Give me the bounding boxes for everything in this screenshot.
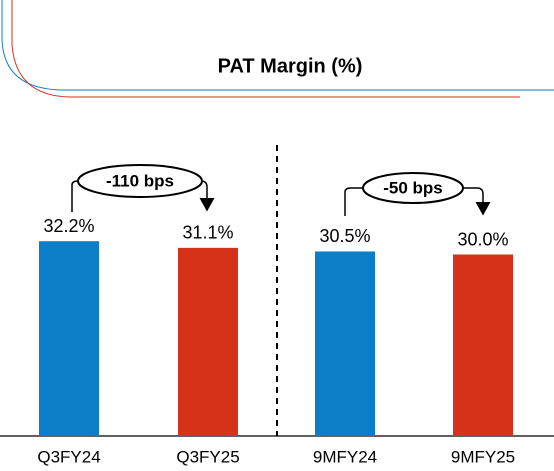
bar xyxy=(315,251,375,436)
bar xyxy=(178,247,238,436)
bracket-right xyxy=(463,187,491,216)
value-label: 30.0% xyxy=(457,229,508,249)
value-label: 31.1% xyxy=(182,223,233,243)
annotation-oval xyxy=(362,172,464,204)
annotation: -50 bps xyxy=(383,178,443,197)
annotation: -110 bps xyxy=(106,171,174,190)
header-curve-red xyxy=(11,0,520,98)
x-tick-label: Q3FY25 xyxy=(176,447,239,466)
chart-title: PAT Margin (%) xyxy=(218,55,363,77)
header-curve-blue xyxy=(1,0,470,91)
bar xyxy=(453,254,513,436)
value-label: 30.5% xyxy=(319,226,370,246)
bracket-left xyxy=(71,180,79,212)
bracket-left xyxy=(344,187,363,216)
x-tick-label: Q3FY24 xyxy=(37,447,100,466)
value-label: 32.2% xyxy=(43,216,94,236)
bracket-right xyxy=(199,180,215,212)
x-tick-label: 9MFY24 xyxy=(313,447,377,466)
bar xyxy=(39,241,99,436)
x-tick-label: 9MFY25 xyxy=(451,447,515,466)
annotation-oval xyxy=(77,164,203,198)
